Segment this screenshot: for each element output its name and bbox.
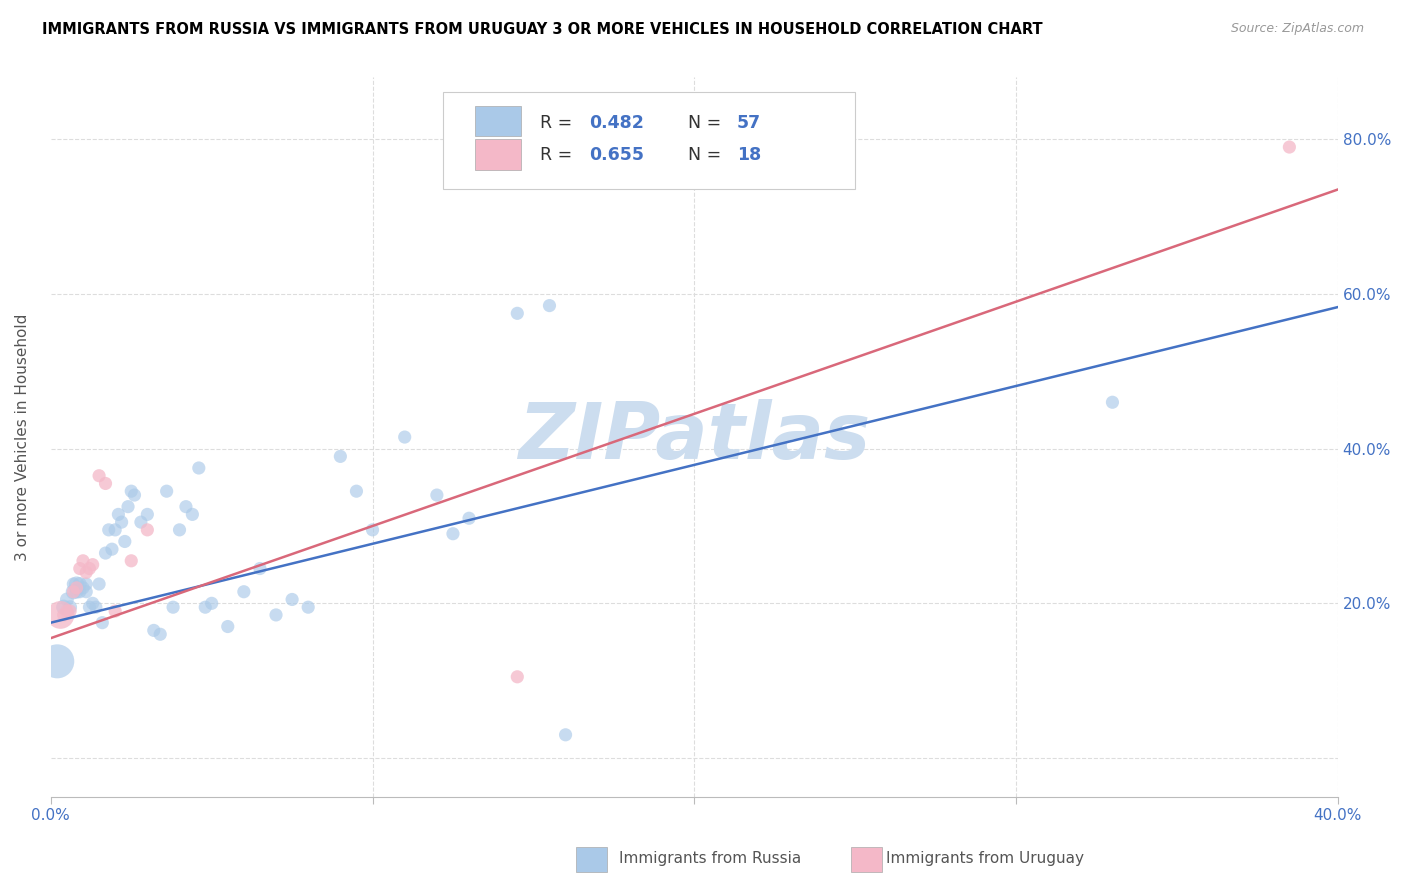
Point — [194, 600, 217, 615]
Point — [554, 728, 576, 742]
Text: 18: 18 — [737, 146, 761, 164]
Text: IMMIGRANTS FROM RUSSIA VS IMMIGRANTS FROM URUGUAY 3 OR MORE VEHICLES IN HOUSEHOL: IMMIGRANTS FROM RUSSIA VS IMMIGRANTS FRO… — [42, 22, 1043, 37]
Point — [129, 515, 152, 529]
Text: R =: R = — [540, 146, 578, 164]
Point — [69, 577, 91, 591]
Point — [174, 500, 197, 514]
Point — [62, 577, 84, 591]
Point — [187, 461, 209, 475]
Point — [329, 450, 352, 464]
Point — [506, 670, 529, 684]
Point — [538, 299, 561, 313]
Point — [69, 584, 91, 599]
Point — [94, 546, 117, 560]
Point — [59, 604, 82, 618]
Point — [458, 511, 481, 525]
Point — [75, 577, 97, 591]
Point — [281, 592, 304, 607]
Text: 57: 57 — [737, 114, 761, 132]
Point — [156, 484, 179, 499]
Text: N =: N = — [688, 146, 727, 164]
Point — [1278, 140, 1301, 154]
Point — [91, 615, 114, 630]
Point — [87, 468, 110, 483]
Point — [87, 577, 110, 591]
Point — [84, 600, 107, 615]
Point — [104, 523, 127, 537]
Point — [120, 554, 142, 568]
Point — [69, 561, 91, 575]
Point — [264, 607, 287, 622]
Point — [110, 515, 132, 529]
Point — [104, 604, 127, 618]
Point — [120, 484, 142, 499]
Point — [107, 508, 129, 522]
Point — [136, 508, 159, 522]
Point — [249, 561, 271, 575]
Text: 0.482: 0.482 — [589, 114, 644, 132]
Point — [394, 430, 416, 444]
Point — [82, 596, 104, 610]
Point — [101, 542, 124, 557]
Point — [82, 558, 104, 572]
Point — [56, 604, 79, 618]
Point — [65, 581, 87, 595]
Point — [114, 534, 136, 549]
Point — [72, 554, 94, 568]
Point — [506, 306, 529, 320]
Text: Source: ZipAtlas.com: Source: ZipAtlas.com — [1230, 22, 1364, 36]
Point — [201, 596, 224, 610]
Text: ZIPatlas: ZIPatlas — [519, 399, 870, 475]
FancyBboxPatch shape — [443, 92, 855, 189]
Point — [59, 600, 82, 615]
Point — [117, 500, 139, 514]
Point — [1101, 395, 1123, 409]
Point — [142, 624, 165, 638]
Point — [79, 600, 101, 615]
Point — [75, 584, 97, 599]
Point — [232, 584, 254, 599]
Point — [97, 523, 120, 537]
Point — [217, 619, 239, 633]
Point — [56, 592, 79, 607]
Point — [162, 600, 184, 615]
Point — [124, 488, 146, 502]
FancyBboxPatch shape — [475, 139, 520, 169]
Text: Immigrants from Uruguay: Immigrants from Uruguay — [886, 851, 1084, 865]
Text: Immigrants from Russia: Immigrants from Russia — [619, 851, 801, 865]
Point — [49, 607, 72, 622]
Point — [52, 600, 75, 615]
Point — [62, 584, 84, 599]
Point — [136, 523, 159, 537]
Point — [169, 523, 191, 537]
Y-axis label: 3 or more Vehicles in Household: 3 or more Vehicles in Household — [15, 313, 30, 561]
Point — [361, 523, 384, 537]
Point — [72, 581, 94, 595]
Point — [46, 654, 69, 668]
Point — [52, 607, 75, 622]
Point — [65, 584, 87, 599]
Point — [441, 526, 464, 541]
Text: R =: R = — [540, 114, 578, 132]
Point — [149, 627, 172, 641]
Point — [297, 600, 319, 615]
Point — [181, 508, 204, 522]
Point — [426, 488, 449, 502]
Point — [94, 476, 117, 491]
Point — [79, 561, 101, 575]
Text: 0.655: 0.655 — [589, 146, 644, 164]
Point — [62, 584, 84, 599]
Point — [346, 484, 368, 499]
Text: N =: N = — [688, 114, 727, 132]
Point — [65, 577, 87, 591]
FancyBboxPatch shape — [475, 106, 520, 136]
Point — [75, 566, 97, 580]
